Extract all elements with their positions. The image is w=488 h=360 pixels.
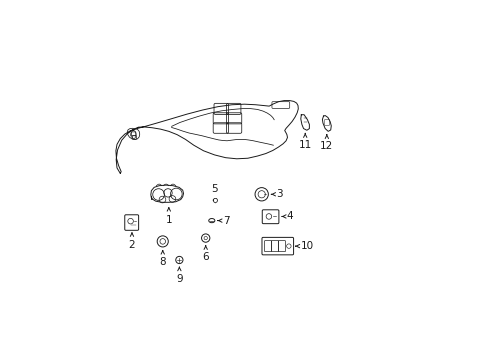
Text: 9: 9 xyxy=(176,274,183,284)
Text: 11: 11 xyxy=(298,140,311,150)
Text: 4: 4 xyxy=(286,211,293,221)
Text: 8: 8 xyxy=(159,257,166,267)
Text: 6: 6 xyxy=(202,252,208,262)
Text: 2: 2 xyxy=(128,240,135,250)
Text: 10: 10 xyxy=(300,241,313,251)
Text: 12: 12 xyxy=(320,141,333,151)
Text: 5: 5 xyxy=(210,184,217,194)
Text: 3: 3 xyxy=(276,189,282,199)
Text: 7: 7 xyxy=(223,216,229,226)
Text: 1: 1 xyxy=(165,215,172,225)
